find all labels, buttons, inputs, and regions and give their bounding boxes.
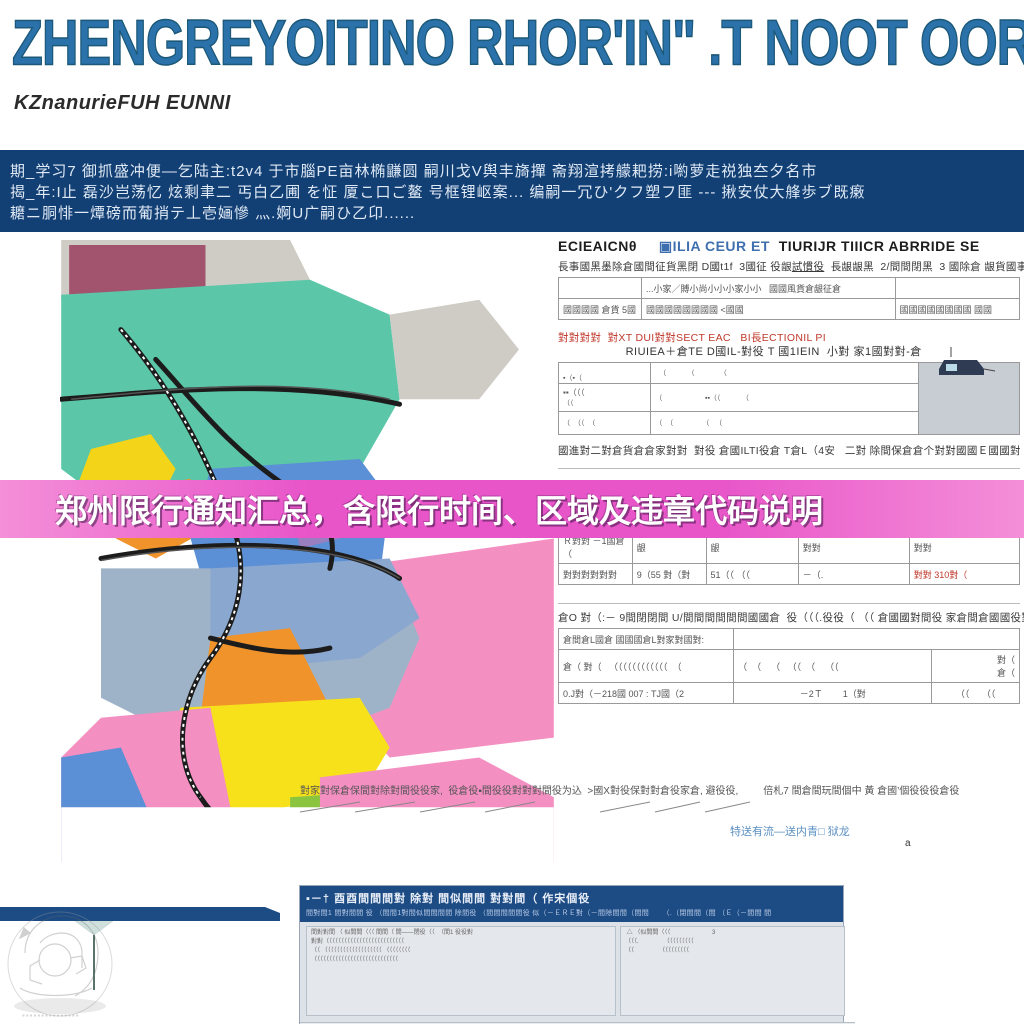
svg-text:特送有流—送内青□ 狱龙: 特送有流—送内青□ 狱龙 [730, 824, 850, 838]
svg-text:▪▪▪▪▪▪▪▪▪▪▪▪▪▪▪: ▪▪▪▪▪▪▪▪▪▪▪▪▪▪▪ [22, 1011, 80, 1020]
svg-text:a: a [905, 838, 911, 849]
